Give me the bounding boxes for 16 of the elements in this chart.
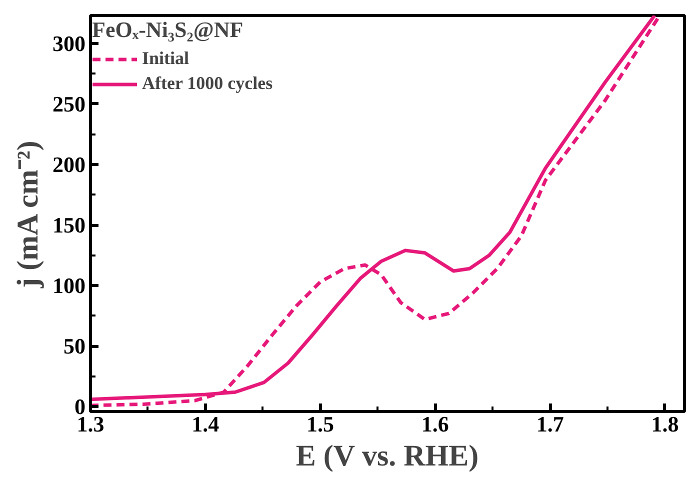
x-tick-label: 1.4: [192, 412, 220, 436]
y-tick-label: 100: [52, 273, 86, 298]
y-tick-label: 50: [64, 334, 86, 359]
legend-label: Initial: [142, 48, 190, 69]
y-axis-title: j (mA cm⁻²): [12, 140, 44, 289]
y-tick-label: 250: [52, 91, 86, 116]
y-tick-label: 300: [52, 30, 86, 56]
x-tick-label: 1.8: [651, 412, 679, 436]
x-tick-label: 1.7: [536, 412, 564, 436]
legend-title: FeOₓ-Ni₃S₂@NF: [92, 17, 244, 43]
y-tick-label: 200: [52, 152, 86, 177]
x-tick-label: 1.6: [421, 412, 449, 436]
x-axis-title: E (V vs. RHE): [296, 440, 479, 472]
x-tick-label: 1.5: [306, 412, 334, 436]
y-tick-label: 150: [52, 212, 86, 238]
legend-label: After 1000 cycles: [142, 73, 273, 94]
